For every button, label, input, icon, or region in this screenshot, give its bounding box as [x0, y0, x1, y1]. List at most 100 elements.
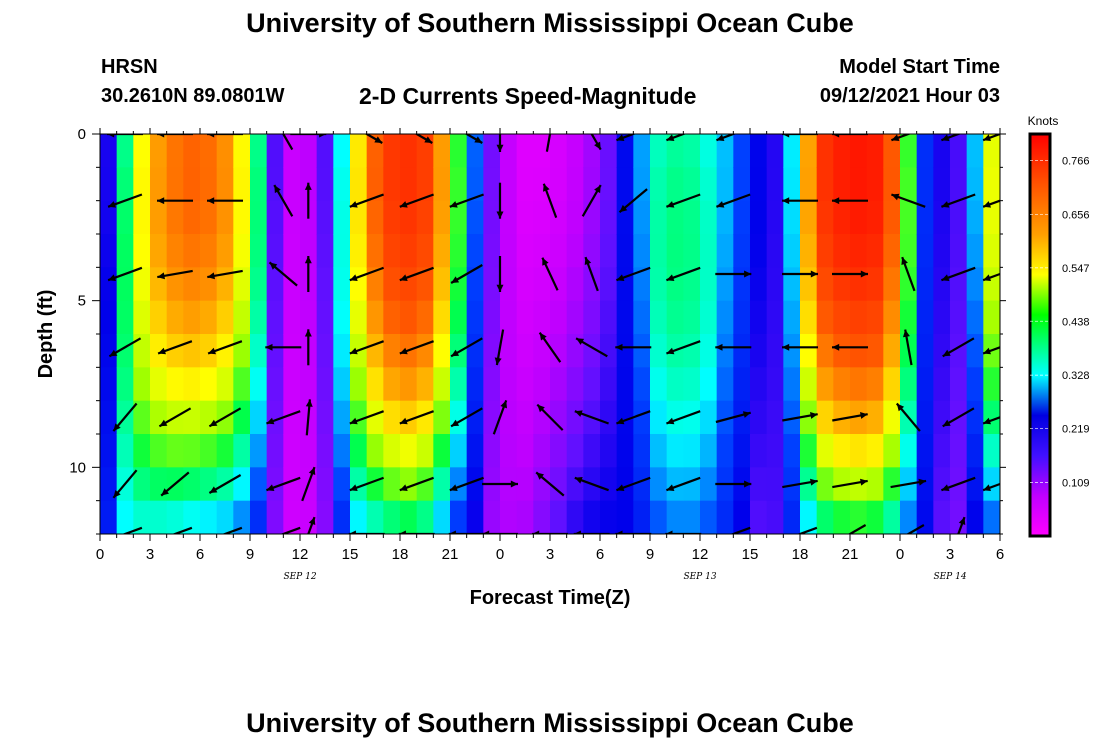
- date-label: SEP 14: [933, 572, 966, 582]
- heatmap-cell: [650, 334, 668, 368]
- x-tick-label: 21: [442, 546, 459, 563]
- current-vector-arrow: [895, 402, 921, 432]
- heatmap-cell: [350, 367, 368, 402]
- current-vector-arrow: [208, 407, 242, 428]
- heatmap-cell: [766, 467, 784, 502]
- heatmap-cell: [550, 300, 568, 335]
- heatmap-cell: [183, 234, 201, 268]
- current-vector-arrow: [107, 193, 143, 208]
- heatmap-cell: [116, 434, 134, 468]
- heatmap-cell: [266, 334, 284, 368]
- current-vector-arrow: [304, 256, 312, 292]
- heatmap-cell: [450, 200, 468, 235]
- heatmap-cell: [283, 367, 301, 402]
- chart-title: University of Southern Mississippi Ocean…: [246, 8, 854, 38]
- heatmap-cell: [200, 134, 218, 168]
- heatmap-cell: [400, 300, 418, 335]
- chart-subtitle: 2-D Currents Speed-Magnitude: [359, 83, 697, 109]
- heatmap-cell: [366, 300, 384, 335]
- current-vector-arrow: [891, 134, 912, 142]
- heatmap-cell: [516, 167, 534, 202]
- heatmap-cell: [200, 300, 218, 335]
- heatmap-cell: [250, 234, 268, 268]
- heatmap-cell: [433, 500, 451, 534]
- heatmap-cell: [216, 334, 234, 368]
- heatmap-cell: [833, 267, 851, 302]
- heatmap-cell: [383, 400, 401, 435]
- heatmap-cell: [433, 334, 451, 368]
- heatmap-cell: [666, 467, 684, 502]
- heatmap-cell: [733, 400, 751, 435]
- heatmap-cell: [466, 300, 484, 335]
- heatmap-cell: [800, 334, 818, 368]
- heatmap-cell: [750, 400, 768, 435]
- heatmap-cell: [833, 167, 851, 202]
- heatmap-cell: [200, 200, 218, 235]
- heatmap-cell: [366, 234, 384, 268]
- heatmap-cell: [550, 134, 568, 168]
- heatmap-cell: [333, 300, 351, 335]
- heatmap-cell: [783, 134, 801, 168]
- heatmap-cell: [100, 200, 118, 235]
- heatmap-cell: [283, 300, 301, 335]
- heatmap-cell: [766, 134, 784, 168]
- current-vector-arrow: [574, 410, 609, 425]
- current-vector-arrow: [160, 471, 190, 497]
- colorbar-tick-label: 0.547: [1062, 263, 1090, 275]
- heatmap-cell: [100, 334, 118, 368]
- heatmap-cell: [350, 267, 368, 302]
- heatmap-cell: [433, 134, 451, 168]
- heatmap-cell: [350, 400, 368, 435]
- heatmap-cell: [600, 500, 618, 534]
- heatmap-cell: [183, 467, 201, 502]
- heatmap-cell: [583, 334, 601, 368]
- heatmap-cell: [666, 267, 684, 302]
- current-vector-arrow: [482, 480, 518, 488]
- heatmap-cell: [650, 434, 668, 468]
- heatmap-cell: [550, 334, 568, 368]
- heatmap-cell: [233, 234, 251, 268]
- current-vector-arrow: [107, 266, 143, 282]
- heatmap-cell: [300, 300, 318, 335]
- heatmap-cell: [816, 467, 834, 502]
- heatmap-cell: [216, 200, 234, 235]
- heatmap-cell: [583, 267, 601, 302]
- current-vector-arrow: [301, 466, 316, 502]
- colorbar-tick-label: 0.656: [1062, 209, 1090, 221]
- heatmap-cell: [650, 500, 668, 534]
- heatmap-cell: [966, 267, 984, 302]
- heatmap-cell: [866, 400, 884, 435]
- heatmap-cell: [733, 134, 751, 168]
- x-tick-label: 21: [842, 546, 859, 563]
- colorbar-tick-label: 0.219: [1062, 424, 1090, 436]
- heatmap-cell: [233, 467, 251, 502]
- heatmap-cell: [700, 300, 718, 335]
- heatmap-cell: [683, 200, 701, 235]
- heatmap-cell: [983, 200, 1000, 235]
- current-vector-arrow: [982, 482, 1000, 492]
- heatmap-cell: [533, 200, 551, 235]
- current-vector-arrow: [796, 526, 818, 534]
- current-vector-arrow: [782, 343, 818, 351]
- current-vector-arrow: [399, 410, 434, 425]
- heatmap-cell: [466, 200, 484, 235]
- heatmap-cell: [966, 434, 984, 468]
- heatmap-cell: [116, 334, 134, 368]
- current-vector-arrow: [832, 412, 868, 422]
- heatmap-cell: [333, 134, 351, 168]
- heatmap-cell: [533, 300, 551, 335]
- heatmap-cell: [233, 167, 251, 202]
- heatmap-cell: [216, 300, 234, 335]
- heatmap-cell: [183, 267, 201, 302]
- heatmap-cell: [400, 234, 418, 268]
- heatmap-cell: [916, 234, 934, 268]
- heatmap-cell: [533, 400, 551, 435]
- heatmap-cell: [500, 167, 518, 202]
- heatmap-cell: [600, 467, 618, 502]
- heatmap-cell: [783, 400, 801, 435]
- heatmap-cell: [366, 334, 384, 368]
- heatmap-cell: [500, 434, 518, 468]
- heatmap-cell: [550, 200, 568, 235]
- heatmap-cell: [583, 300, 601, 335]
- heatmap-cell: [483, 200, 501, 235]
